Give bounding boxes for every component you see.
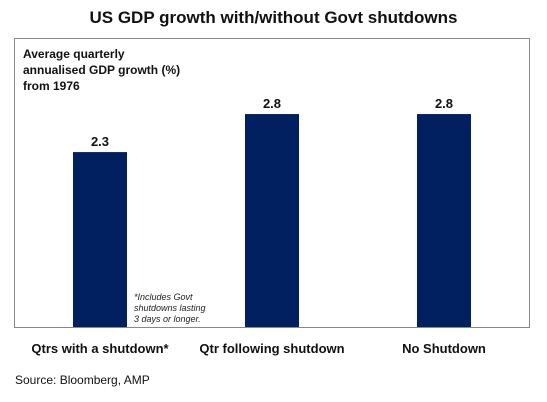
bar-value-label-3: 2.8 [435, 96, 453, 111]
category-label-1: Qtrs with a shutdown* [31, 341, 169, 356]
subtitle-line-3: from 1976 [23, 79, 80, 93]
subtitle-line-2: annualised GDP growth (%) [23, 63, 181, 77]
footnote: *Includes Govt shutdowns lasting 3 days … [134, 292, 206, 325]
chart-subtitle: Average quarterly annualised GDP growth … [23, 46, 180, 94]
bar-2 [245, 114, 299, 327]
plot-area [14, 38, 530, 328]
footnote-line-2: shutdowns lasting [134, 303, 206, 313]
footnote-line-3: 3 days or longer. [134, 314, 201, 324]
bar-value-label-2: 2.8 [263, 96, 281, 111]
chart-title: US GDP growth with/without Govt shutdown… [89, 8, 458, 27]
bar-1 [73, 152, 127, 327]
footnote-line-1: *Includes Govt [134, 292, 193, 302]
bar-3 [417, 114, 471, 327]
subtitle-line-1: Average quarterly [23, 47, 125, 61]
bar-value-label-1: 2.3 [91, 134, 109, 149]
source-note: Source: Bloomberg, AMP [15, 373, 150, 387]
category-label-3: No Shutdown [402, 341, 486, 356]
category-label-2: Qtr following shutdown [199, 341, 344, 356]
